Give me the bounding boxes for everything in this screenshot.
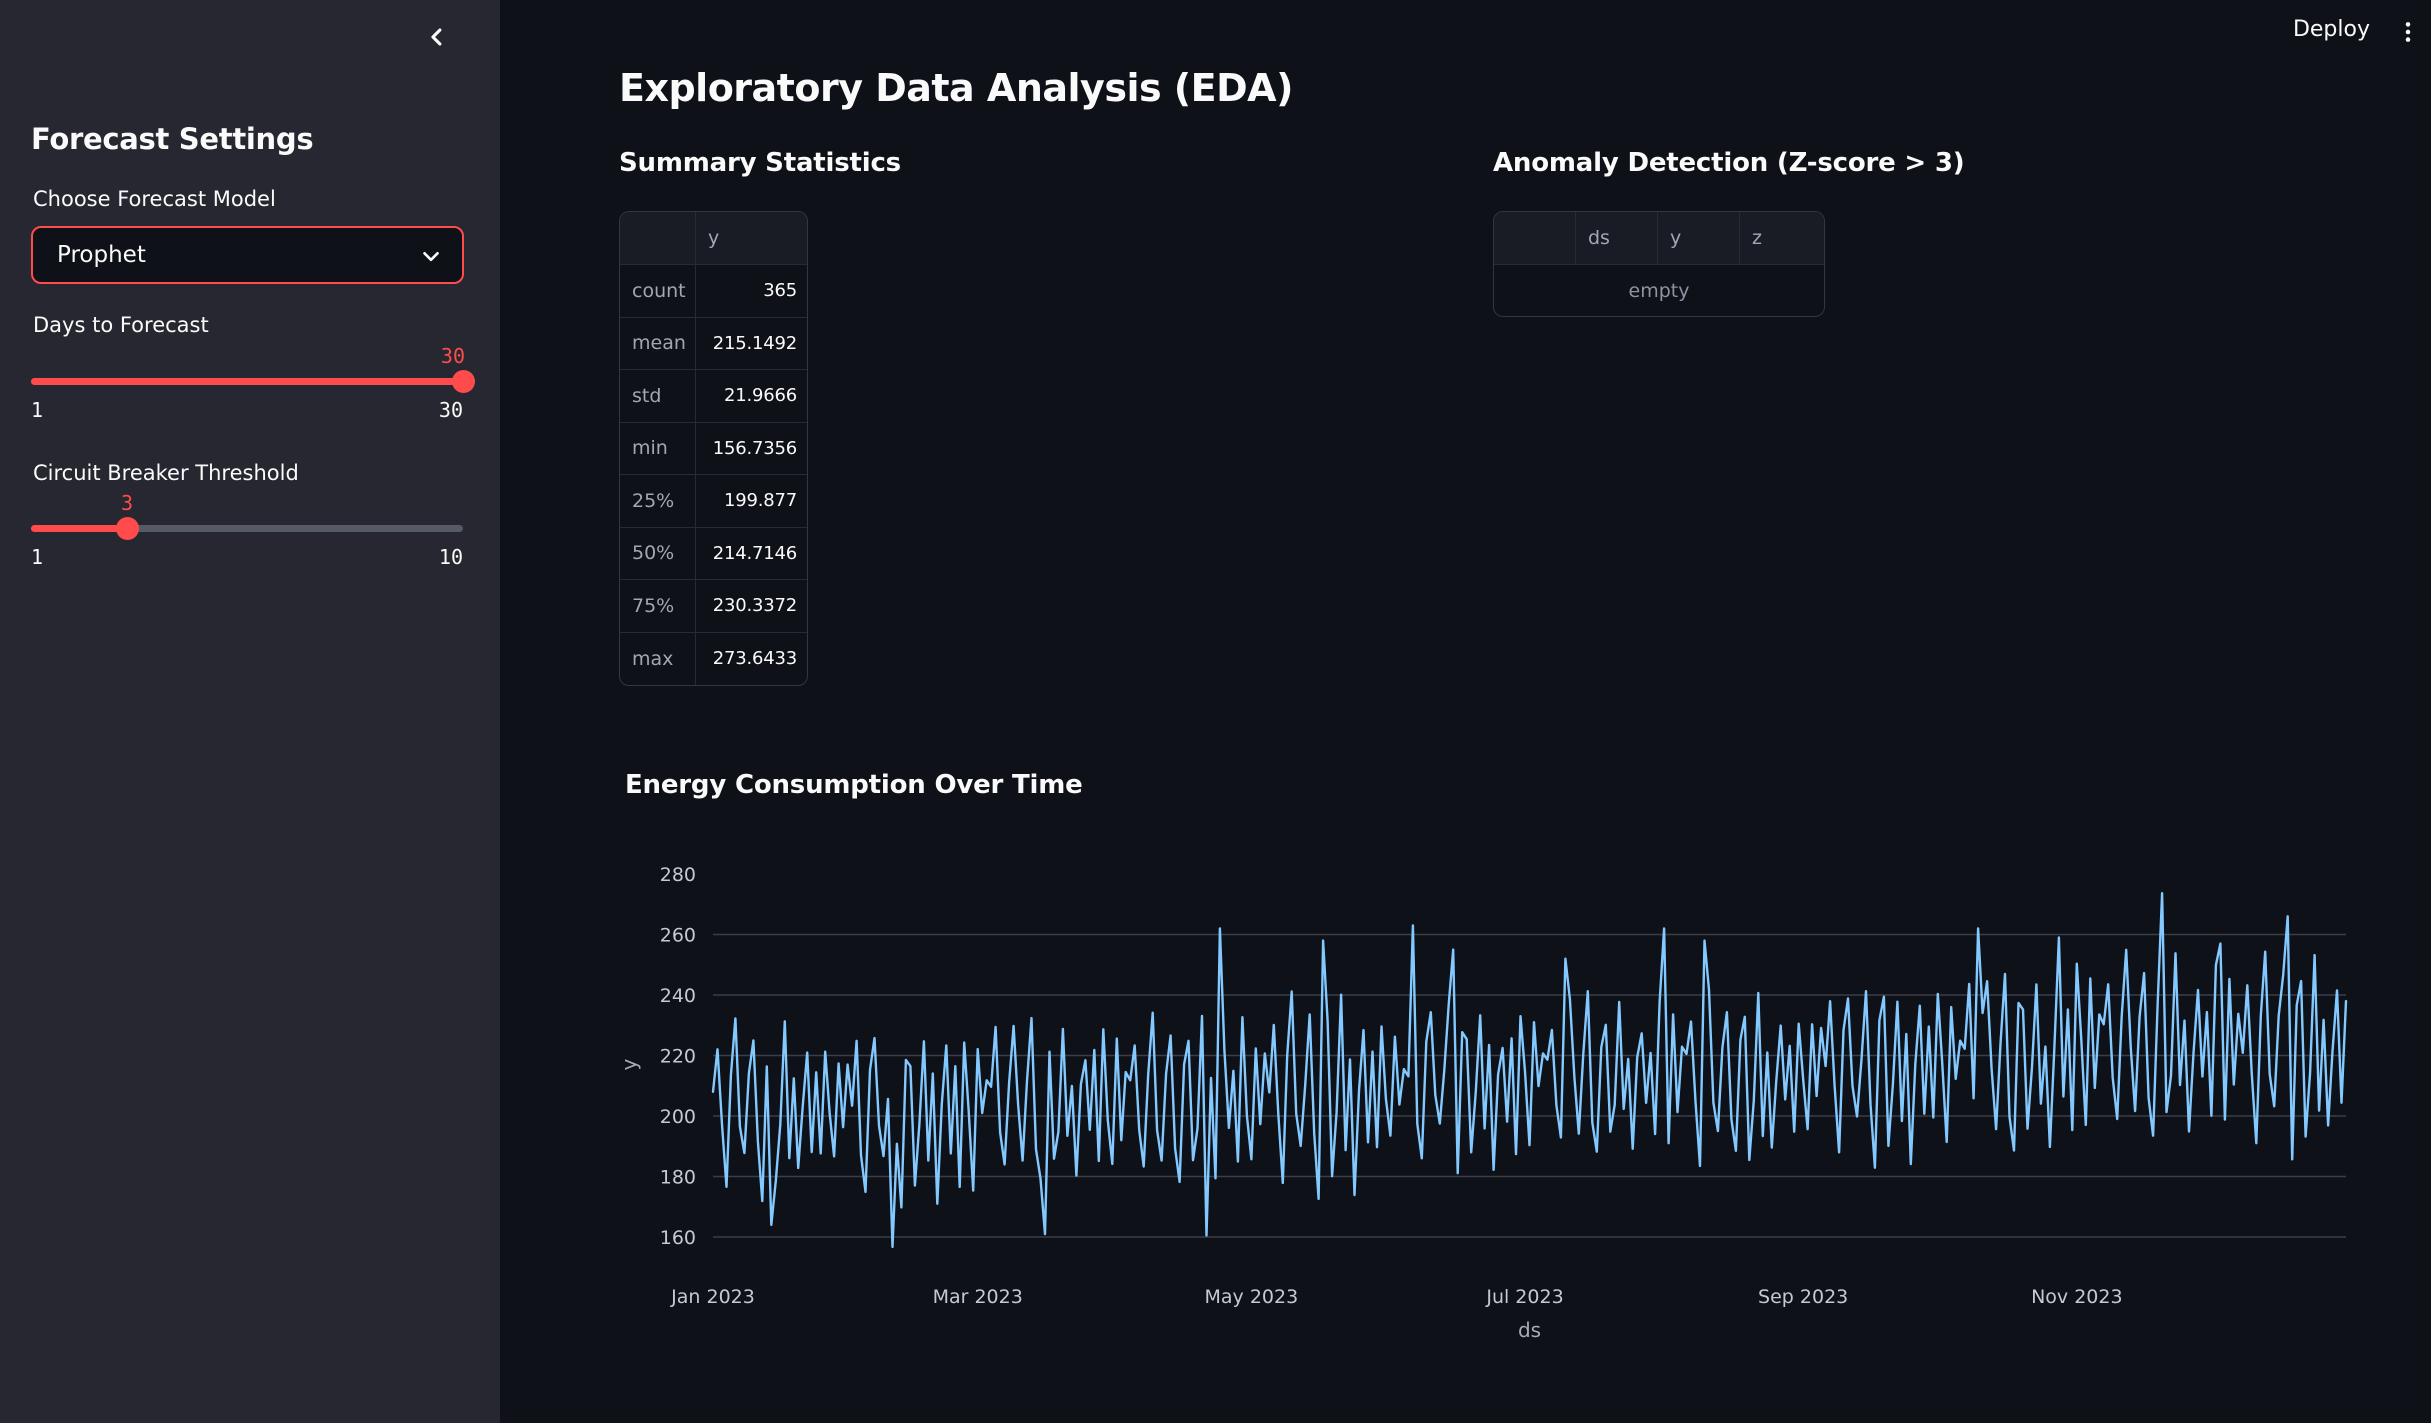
summary-table[interactable]: y count 365 mean 215.1492 std 21.9666 min 15… (619, 211, 808, 686)
table-row: 75% 230.3372 (620, 580, 807, 633)
anomaly-corner-cell (1494, 212, 1576, 265)
days-slider[interactable]: 30 1 30 (31, 344, 475, 425)
svg-text:Sep 2023: Sep 2023 (1758, 1286, 1848, 1308)
threshold-slider-track[interactable] (31, 525, 463, 532)
page-title: Exploratory Data Analysis (EDA) (619, 66, 1293, 110)
svg-text:May 2023: May 2023 (1205, 1286, 1299, 1308)
table-row: 25% 199.877 (620, 475, 807, 528)
table-row: std 21.9666 (620, 370, 807, 423)
table-row: count 365 (620, 265, 807, 318)
deploy-button[interactable]: Deploy (2292, 17, 2370, 42)
svg-text:200: 200 (660, 1106, 696, 1128)
days-slider-fill (31, 378, 463, 385)
threshold-slider-value: 3 (120, 491, 134, 515)
anomaly-col-z: z (1740, 212, 1824, 265)
model-select-label: Choose Forecast Model (33, 187, 276, 211)
svg-text:240: 240 (660, 985, 696, 1007)
svg-text:260: 260 (660, 925, 696, 947)
days-slider-track[interactable] (31, 378, 463, 385)
threshold-slider[interactable]: 3 1 10 (31, 491, 463, 572)
chart-title: Energy Consumption Over Time (625, 770, 1083, 800)
table-row: empty (1494, 265, 1824, 316)
svg-text:ds: ds (1518, 1318, 1541, 1342)
energy-chart: 280 260 240 220 200 180 160 Jan 2023 Mar 2023 May… (617, 864, 2348, 1342)
table-row: mean 215.1492 (620, 317, 807, 370)
sidebar: Forecast Settings Choose Forecast Model … (0, 0, 500, 1423)
sidebar-title: Forecast Settings (31, 122, 314, 156)
days-slider-label: Days to Forecast (33, 313, 209, 337)
svg-text:160: 160 (660, 1227, 696, 1249)
anomaly-col-y: y (1658, 212, 1740, 265)
threshold-slider-label: Circuit Breaker Threshold (33, 461, 299, 485)
threshold-slider-fill (31, 525, 127, 532)
anomaly-heading: Anomaly Detection (Z-score > 3) (1493, 148, 1965, 178)
model-selectbox-value: Prophet (57, 242, 146, 268)
days-slider-max: 30 (438, 398, 463, 422)
svg-text:Nov 2023: Nov 2023 (2031, 1286, 2122, 1308)
svg-text:280: 280 (660, 864, 696, 886)
threshold-slider-handle[interactable] (115, 517, 139, 540)
model-selectbox[interactable]: Prophet (31, 226, 464, 284)
svg-text:220: 220 (660, 1046, 696, 1068)
sidebar-collapse-button[interactable] (419, 20, 455, 56)
table-row: min 156.7356 (620, 422, 807, 475)
svg-text:Mar 2023: Mar 2023 (933, 1286, 1023, 1308)
kebab-menu-icon (2405, 21, 2411, 42)
summary-corner-cell (620, 212, 696, 265)
table-row: 50% 214.7146 (620, 527, 807, 580)
anomaly-col-ds: ds (1576, 212, 1658, 265)
threshold-slider-min: 1 (31, 545, 44, 569)
threshold-slider-max: 10 (438, 545, 463, 569)
days-slider-value: 30 (440, 344, 465, 368)
svg-text:y: y (617, 1058, 641, 1070)
summary-heading: Summary Statistics (619, 148, 901, 178)
table-row: max 273.6433 (620, 632, 807, 685)
svg-text:Jan 2023: Jan 2023 (670, 1286, 755, 1308)
days-slider-handle[interactable] (451, 370, 475, 393)
chevron-left-icon (431, 27, 442, 46)
main-menu-button[interactable] (2393, 18, 2423, 48)
days-slider-min: 1 (31, 398, 44, 422)
svg-text:Jul 2023: Jul 2023 (1485, 1286, 1563, 1308)
chevron-down-icon (423, 251, 439, 262)
svg-text:180: 180 (660, 1167, 696, 1189)
anomaly-table[interactable]: ds y z empty (1493, 211, 1825, 317)
summary-col-header: y (696, 212, 807, 265)
empty-table-message: empty (1628, 279, 1690, 302)
